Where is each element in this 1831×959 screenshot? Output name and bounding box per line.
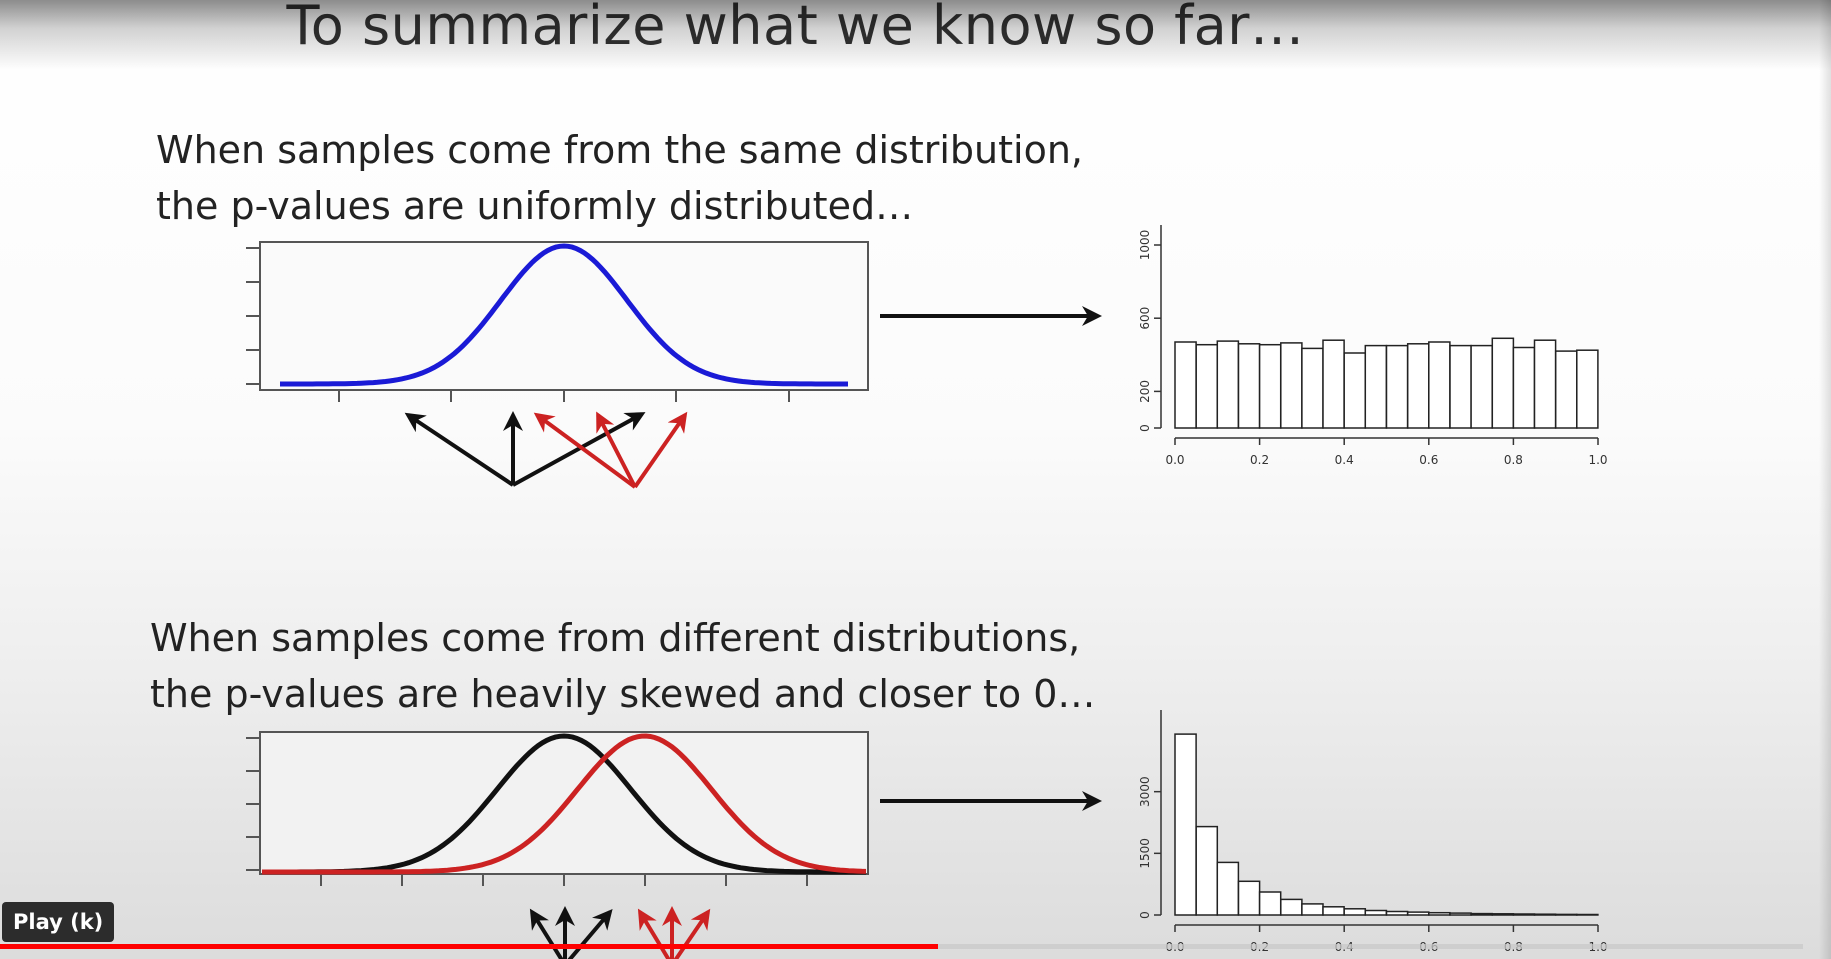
bottom-hist-y-tick-label: 3000 bbox=[1138, 776, 1152, 807]
top-hist-bar bbox=[1322, 339, 1345, 429]
bottom-hist-y-tick-label: 0 bbox=[1138, 911, 1152, 919]
top-hist-x-tick-label: 0.8 bbox=[1504, 453, 1523, 467]
bottom-hist-bar bbox=[1406, 911, 1430, 916]
top-pvalue-histogram: 0.0 0.2 0.4 0.6 0.8 1.0 0 200 600 1000 bbox=[1138, 225, 1608, 467]
top-density-yticks bbox=[246, 247, 260, 385]
top-hist-bar bbox=[1301, 347, 1324, 429]
top-density-frame bbox=[259, 241, 869, 391]
bottom-hist-bar bbox=[1301, 903, 1324, 916]
top-hist-x-tick-label: 0.6 bbox=[1419, 453, 1438, 467]
red-sample-arrow-left bbox=[533, 412, 637, 489]
top-hist-bar bbox=[1406, 343, 1430, 429]
progress-bar-played bbox=[0, 944, 938, 949]
bottom-hist-bar bbox=[1258, 891, 1282, 916]
bottom-hist-bar bbox=[1533, 913, 1557, 916]
bottom-hist-bar bbox=[1322, 906, 1345, 916]
progress-bar[interactable] bbox=[0, 944, 1803, 949]
bottom-hist-bar bbox=[1428, 911, 1451, 916]
top-hist-bar bbox=[1216, 340, 1240, 429]
top-hist-bar bbox=[1258, 343, 1282, 429]
bottom-density-yticks bbox=[246, 737, 260, 871]
blue-density-curve bbox=[280, 243, 848, 387]
red-sample-arrow-mid bbox=[596, 411, 637, 488]
top-hist-bar bbox=[1174, 341, 1197, 429]
top-hist-bar bbox=[1280, 342, 1303, 429]
red-sample-arrow-b1 bbox=[637, 908, 671, 959]
top-hist-bar bbox=[1576, 349, 1599, 429]
top-hist-bar bbox=[1554, 350, 1578, 429]
bottom-hist-bar bbox=[1512, 913, 1536, 916]
black-sample-arrow-b1 bbox=[529, 908, 564, 959]
red-sample-arrow-b3 bbox=[673, 908, 711, 959]
bottom-caption: When samples come from different distrib… bbox=[150, 610, 1095, 722]
bottom-hist-bar bbox=[1576, 913, 1599, 916]
bottom-hist-bar bbox=[1174, 733, 1197, 916]
play-tooltip: Play (k) bbox=[2, 902, 115, 942]
black-sample-arrow-b3 bbox=[567, 908, 613, 959]
bottom-hist-bar bbox=[1364, 909, 1388, 916]
bottom-hist-bar bbox=[1449, 912, 1472, 916]
bottom-sampling-arrows bbox=[529, 906, 711, 959]
top-hist-bar bbox=[1428, 341, 1451, 429]
top-hist-y-tick-label: 0 bbox=[1138, 424, 1152, 432]
top-hist-bar bbox=[1343, 352, 1367, 429]
bottom-hist-bar bbox=[1216, 861, 1240, 916]
top-hist-bar bbox=[1237, 343, 1261, 429]
bottom-hist-bar bbox=[1491, 913, 1515, 916]
black-sample-arrow-right bbox=[512, 412, 646, 487]
bottom-hist-bar bbox=[1554, 913, 1578, 916]
slide-title: To summarize what we know so far… bbox=[286, 0, 1305, 57]
top-hist-bar bbox=[1470, 344, 1493, 429]
top-hist-bar bbox=[1449, 344, 1472, 429]
bottom-density-plot bbox=[246, 731, 869, 886]
top-hist-y-tick-label: 600 bbox=[1138, 307, 1152, 330]
bottom-hist-bar bbox=[1470, 912, 1493, 916]
bottom-density-xticks bbox=[320, 874, 808, 886]
bottom-hist-bar bbox=[1195, 825, 1219, 916]
black-sample-arrow-left bbox=[404, 412, 515, 487]
top-hist-x-tick-label: 1.0 bbox=[1588, 453, 1607, 467]
bottom-hist-y-tick-label: 1500 bbox=[1138, 838, 1152, 869]
top-hist-bar bbox=[1195, 343, 1219, 429]
top-caption-line-1: When samples come from the same distribu… bbox=[156, 128, 1083, 172]
red-density-curve bbox=[262, 733, 867, 875]
top-hist-bar bbox=[1491, 337, 1515, 429]
top-caption-line-2: the p-values are uniformly distributed… bbox=[156, 184, 914, 228]
top-hist-x-tick-label: 0.4 bbox=[1335, 453, 1354, 467]
top-hist-bar bbox=[1385, 344, 1409, 429]
bottom-caption-line-2: the p-values are heavily skewed and clos… bbox=[150, 672, 1096, 716]
top-hist-bar bbox=[1533, 339, 1557, 429]
bottom-caption-line-1: When samples come from different distrib… bbox=[150, 616, 1081, 660]
top-hist-y-tick-label: 1000 bbox=[1138, 230, 1152, 261]
bottom-hist-bar bbox=[1280, 898, 1303, 916]
top-density-xticks bbox=[338, 390, 790, 402]
top-hist-bar bbox=[1512, 346, 1536, 429]
bottom-hist-bar bbox=[1237, 880, 1261, 916]
red-sample-arrow-right bbox=[633, 411, 688, 489]
top-hist-y-tick-label: 200 bbox=[1138, 380, 1152, 403]
top-caption: When samples come from the same distribu… bbox=[156, 122, 1083, 234]
top-sampling-arrows bbox=[404, 411, 688, 489]
top-hist-x-tick-label: 0.2 bbox=[1250, 453, 1269, 467]
top-hist-bar bbox=[1364, 344, 1388, 429]
bottom-hist-bar bbox=[1343, 908, 1367, 916]
top-hist-x-tick-label: 0.0 bbox=[1165, 453, 1184, 467]
top-density-plot bbox=[246, 241, 869, 402]
page-scroll-edge bbox=[1819, 0, 1831, 959]
bottom-hist-bar bbox=[1385, 910, 1409, 916]
